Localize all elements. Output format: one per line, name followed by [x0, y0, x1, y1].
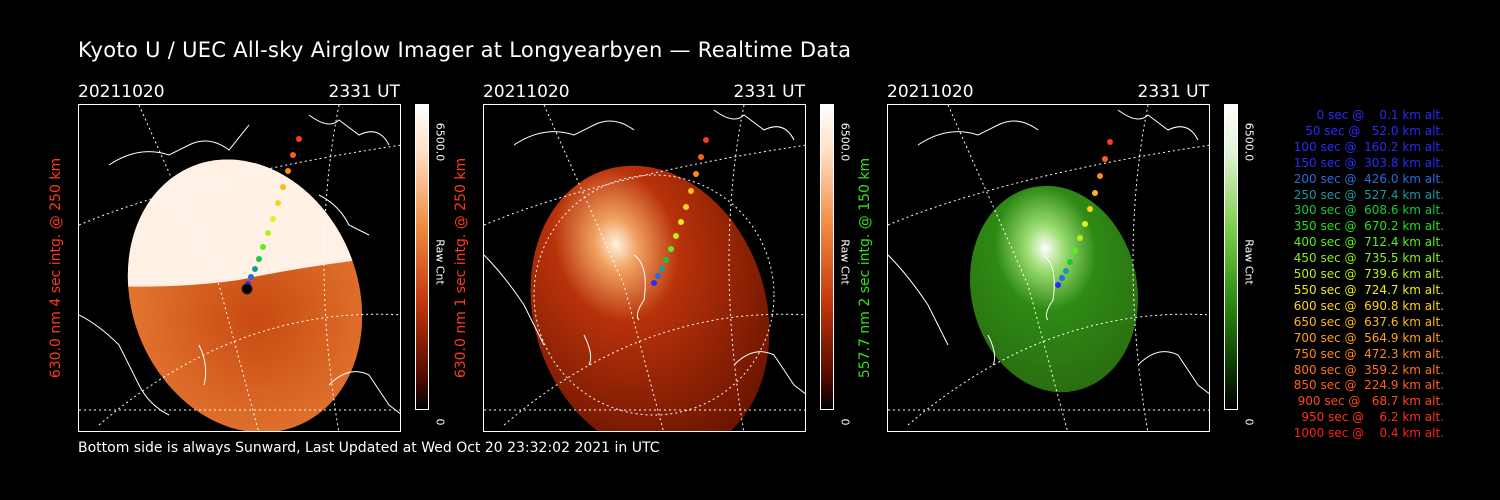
panel-ylabel: 630.0 nm 4 sec intg. @ 250 km — [48, 157, 64, 379]
colorbar-max: 6500.0 — [1242, 122, 1256, 162]
colorbar-unit: Raw Cnt — [1242, 239, 1256, 285]
legend-row: 50 sec @ 52.0 km alt. — [1297, 123, 1444, 138]
panel-557-2sec: 20211020 2331 UT 557.7 nm 2 sec intg. @ … — [857, 82, 1256, 432]
legend-row: 750 sec @ 472.3 km alt. — [1289, 346, 1444, 361]
legend-row: 1000 sec @ 0.4 km alt. — [1293, 426, 1444, 441]
colorbar — [415, 104, 429, 410]
legend-row: 550 sec @ 724.7 km alt. — [1289, 282, 1444, 297]
legend-row: 950 sec @ 6.2 km alt. — [1297, 410, 1444, 425]
colorbar-max: 6500.0 — [433, 122, 447, 162]
panel-ylabel: 557.7 nm 2 sec intg. @ 150 km — [857, 157, 873, 379]
legend-row: 450 sec @ 735.5 km alt. — [1289, 251, 1444, 266]
legend-row: 300 sec @ 608.6 km alt. — [1289, 203, 1444, 218]
colorbar-min: 0 — [1242, 418, 1256, 426]
footer-note: Bottom side is always Sunward, Last Upda… — [78, 440, 660, 456]
panel-ylabel: 630.0 nm 1 sec intg. @ 250 km — [453, 157, 469, 379]
legend-row: 800 sec @ 359.2 km alt. — [1289, 362, 1444, 377]
panel-time: 2331 UT — [733, 82, 806, 102]
panel-time: 2331 UT — [1137, 82, 1210, 102]
colorbar-unit: Raw Cnt — [433, 239, 447, 285]
legend-row: 900 sec @ 68.7 km alt. — [1293, 394, 1444, 409]
legend-row: 600 sec @ 690.8 km alt. — [1289, 298, 1444, 313]
legend-row: 850 sec @ 224.9 km alt. — [1289, 378, 1444, 393]
airglow-image-630-4sec — [78, 104, 401, 432]
legend-row: 400 sec @ 712.4 km alt. — [1289, 235, 1444, 250]
colorbar-max: 6500.0 — [838, 122, 852, 162]
colorbar-min: 0 — [838, 418, 852, 426]
legend-row: 100 sec @ 160.2 km alt. — [1289, 139, 1444, 154]
trajectory-legend: 0 sec @ 0.1 km alt. 50 sec @ 52.0 km alt… — [1262, 108, 1444, 442]
legend-row: 150 sec @ 303.8 km alt. — [1289, 155, 1444, 170]
legend-row: 700 sec @ 564.9 km alt. — [1289, 330, 1444, 345]
colorbar — [1224, 104, 1238, 410]
colorbar — [820, 104, 834, 410]
panel-630-1sec: 20211020 2331 UT 630.0 nm 1 sec intg. @ … — [453, 82, 852, 432]
colorbar-min: 0 — [433, 418, 447, 426]
legend-row: 500 sec @ 739.6 km alt. — [1289, 267, 1444, 282]
panel-date: 20211020 — [887, 82, 974, 102]
legend-row: 250 sec @ 527.4 km alt. — [1289, 187, 1444, 202]
panel-date: 20211020 — [483, 82, 570, 102]
colorbar-unit: Raw Cnt — [838, 239, 852, 285]
legend-row: 350 sec @ 670.2 km alt. — [1289, 219, 1444, 234]
airglow-image-557-2sec — [887, 104, 1210, 432]
legend-row: 650 sec @ 637.6 km alt. — [1289, 314, 1444, 329]
panel-630-4sec: 20211020 2331 UT 630.0 nm 4 sec intg. @ … — [48, 82, 447, 432]
legend-row: 200 sec @ 426.0 km alt. — [1289, 171, 1444, 186]
legend-row: 0 sec @ 0.1 km alt. — [1305, 108, 1444, 122]
airglow-image-630-1sec — [483, 104, 806, 432]
panel-date: 20211020 — [78, 82, 165, 102]
panel-time: 2331 UT — [328, 82, 401, 102]
page-title: Kyoto U / UEC All-sky Airglow Imager at … — [78, 38, 852, 62]
